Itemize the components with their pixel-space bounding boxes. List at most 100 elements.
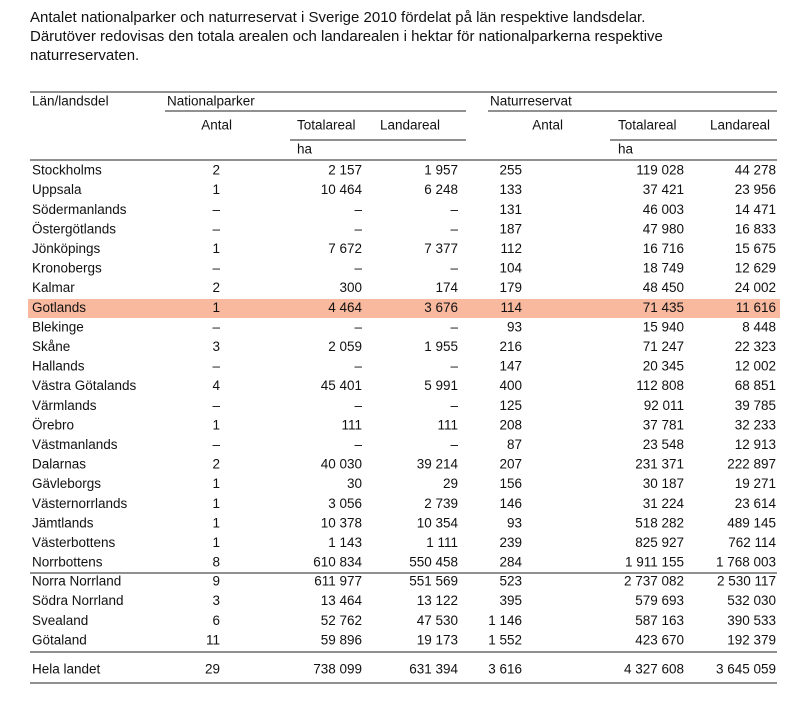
cell: 37 421 bbox=[643, 182, 684, 197]
cell: 52 762 bbox=[321, 613, 362, 628]
cell: 133 bbox=[499, 182, 522, 197]
cell: 523 bbox=[499, 574, 522, 589]
column-header: Län/landsdel bbox=[32, 94, 109, 109]
cell: 587 163 bbox=[635, 613, 684, 628]
cell: 3 bbox=[212, 593, 220, 608]
cell: 1 bbox=[212, 241, 220, 256]
cell: 1 111 bbox=[426, 535, 458, 550]
unit: ha bbox=[618, 142, 634, 157]
column-header: Antal bbox=[532, 118, 563, 133]
cell: 93 bbox=[507, 319, 522, 334]
cell: 11 616 bbox=[736, 300, 776, 315]
row-label: Västra Götalands bbox=[32, 378, 137, 393]
cell: 119 028 bbox=[636, 163, 684, 178]
cell: 18 749 bbox=[643, 261, 684, 276]
cell: 71 435 bbox=[643, 300, 684, 315]
cell: 10 464 bbox=[321, 182, 363, 197]
cell: 390 533 bbox=[727, 613, 776, 628]
cell: 9 bbox=[212, 574, 220, 589]
cell: 22 323 bbox=[735, 339, 776, 354]
cell: 15 940 bbox=[643, 319, 684, 334]
cell: 16 833 bbox=[735, 221, 776, 236]
cell: 174 bbox=[435, 280, 458, 295]
cell: 13 122 bbox=[417, 593, 458, 608]
cell: 3 676 bbox=[424, 300, 458, 315]
row-label: Norra Norrland bbox=[32, 574, 121, 589]
row-label: Södermanlands bbox=[32, 202, 127, 217]
cell: – bbox=[354, 437, 362, 452]
cell: – bbox=[212, 359, 220, 374]
cell: 4 327 608 bbox=[624, 662, 684, 677]
cell: 8 bbox=[212, 555, 220, 570]
cell: 29 bbox=[205, 662, 220, 677]
cell: 3 616 bbox=[488, 662, 522, 677]
cell: – bbox=[450, 261, 458, 276]
cell: 46 003 bbox=[643, 202, 684, 217]
cell: 111 bbox=[437, 417, 458, 432]
cell: 29 bbox=[443, 476, 458, 491]
cell: 14 471 bbox=[735, 202, 776, 217]
cell: 30 187 bbox=[643, 476, 684, 491]
cell: – bbox=[212, 221, 220, 236]
caption: Därutöver redovisas den totala arealen o… bbox=[30, 28, 663, 45]
cell: 131 bbox=[499, 202, 522, 217]
cell: 1 bbox=[212, 417, 220, 432]
cell: 1 955 bbox=[424, 339, 458, 354]
cell: 216 bbox=[499, 339, 522, 354]
row-label: Värmlands bbox=[32, 398, 97, 413]
cell: 300 bbox=[339, 280, 362, 295]
cell: – bbox=[450, 202, 458, 217]
cell: 4 464 bbox=[328, 300, 362, 315]
cell: 1 552 bbox=[488, 632, 522, 647]
cell: – bbox=[450, 437, 458, 452]
cell: 400 bbox=[499, 378, 522, 393]
cell: 39 214 bbox=[417, 457, 459, 472]
cell: 3 056 bbox=[328, 496, 362, 511]
cell: 208 bbox=[499, 417, 522, 432]
cell: 87 bbox=[507, 437, 522, 452]
cell: 23 956 bbox=[735, 182, 776, 197]
row-label: Götaland bbox=[32, 632, 87, 647]
row-label: Västernorrlands bbox=[32, 496, 128, 511]
cell: 23 548 bbox=[643, 437, 684, 452]
cell: 37 781 bbox=[643, 417, 684, 432]
cell: 12 913 bbox=[735, 437, 776, 452]
row-label: Svealand bbox=[32, 613, 88, 628]
cell: 255 bbox=[499, 163, 522, 178]
cell: 1 bbox=[212, 535, 220, 550]
column-header: Totalareal bbox=[618, 118, 677, 133]
cell: 7 377 bbox=[424, 241, 458, 256]
row-label: Stockholms bbox=[32, 163, 102, 178]
row-label: Södra Norrland bbox=[32, 593, 124, 608]
cell: 610 834 bbox=[313, 555, 362, 570]
cell: 395 bbox=[499, 593, 522, 608]
row-label: Kronobergs bbox=[32, 261, 102, 276]
cell: 24 002 bbox=[735, 280, 776, 295]
cell: 146 bbox=[499, 496, 522, 511]
row-label: Jämtlands bbox=[32, 515, 94, 530]
cell: 11 bbox=[206, 632, 220, 647]
cell: – bbox=[450, 221, 458, 236]
group-header: Nationalparker bbox=[167, 94, 255, 109]
cell: 147 bbox=[499, 359, 522, 374]
cell: – bbox=[212, 319, 220, 334]
cell: 48 450 bbox=[643, 280, 684, 295]
cell: 13 464 bbox=[321, 593, 363, 608]
cell: 4 bbox=[212, 378, 220, 393]
cell: 284 bbox=[499, 555, 522, 570]
cell: 5 991 bbox=[424, 378, 458, 393]
column-header: Antal bbox=[201, 118, 232, 133]
cell: – bbox=[450, 319, 458, 334]
cell: 92 011 bbox=[644, 398, 684, 413]
cell: – bbox=[354, 398, 362, 413]
cell: 45 401 bbox=[321, 378, 362, 393]
cell: 550 458 bbox=[409, 555, 458, 570]
cell: 32 233 bbox=[735, 417, 776, 432]
cell: 1 957 bbox=[424, 163, 458, 178]
cell: 19 173 bbox=[417, 632, 458, 647]
cell: 179 bbox=[499, 280, 522, 295]
cell: 2 530 117 bbox=[717, 574, 776, 589]
row-label: Gävleborgs bbox=[32, 476, 101, 491]
cell: 631 394 bbox=[409, 662, 458, 677]
row-label: Skåne bbox=[32, 339, 70, 354]
